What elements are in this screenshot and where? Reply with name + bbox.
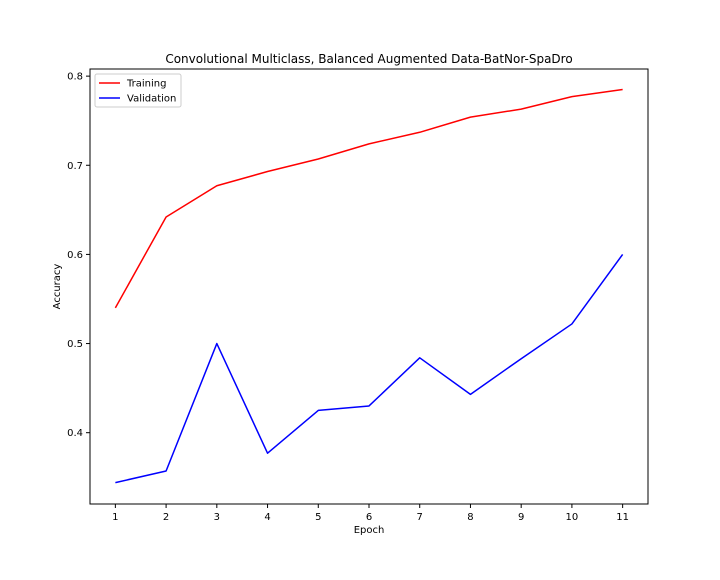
y-axis-label: Accuracy [52, 264, 63, 310]
legend-label-training: Training [126, 79, 166, 90]
y-tick-label: 0.5 [67, 339, 83, 350]
x-tick-label: 5 [315, 512, 321, 523]
y-tick-label: 0.8 [67, 72, 83, 83]
series-layer [114, 88, 624, 484]
y-axis-ticks: 0.4 0.5 0.6 0.7 0.8 [67, 72, 90, 439]
x-tick-label: 6 [366, 512, 372, 523]
y-tick-label: 0.4 [67, 428, 83, 439]
x-tick-label: 11 [616, 512, 629, 523]
legend: Training Validation [94, 73, 182, 108]
x-tick-label: 9 [518, 512, 524, 523]
x-tick-label: 3 [214, 512, 220, 523]
y-tick-label: 0.6 [67, 250, 83, 261]
x-tick-label: 1 [112, 512, 118, 523]
x-tick-label: 2 [163, 512, 169, 523]
legend-label-validation: Validation [127, 94, 176, 105]
series-line-validation [115, 253, 624, 484]
series-line-training [114, 88, 623, 309]
x-axis-ticks: 1 2 3 4 5 6 7 8 9 10 11 [112, 504, 629, 523]
x-tick-label: 10 [566, 512, 579, 523]
chart-title: Convolutional Multiclass, Balanced Augme… [165, 52, 572, 66]
y-tick-label: 0.7 [67, 161, 83, 172]
x-axis-label: Epoch [354, 525, 385, 536]
x-tick-label: 8 [467, 512, 473, 523]
x-tick-label: 4 [264, 512, 270, 523]
x-tick-label: 7 [417, 512, 423, 523]
